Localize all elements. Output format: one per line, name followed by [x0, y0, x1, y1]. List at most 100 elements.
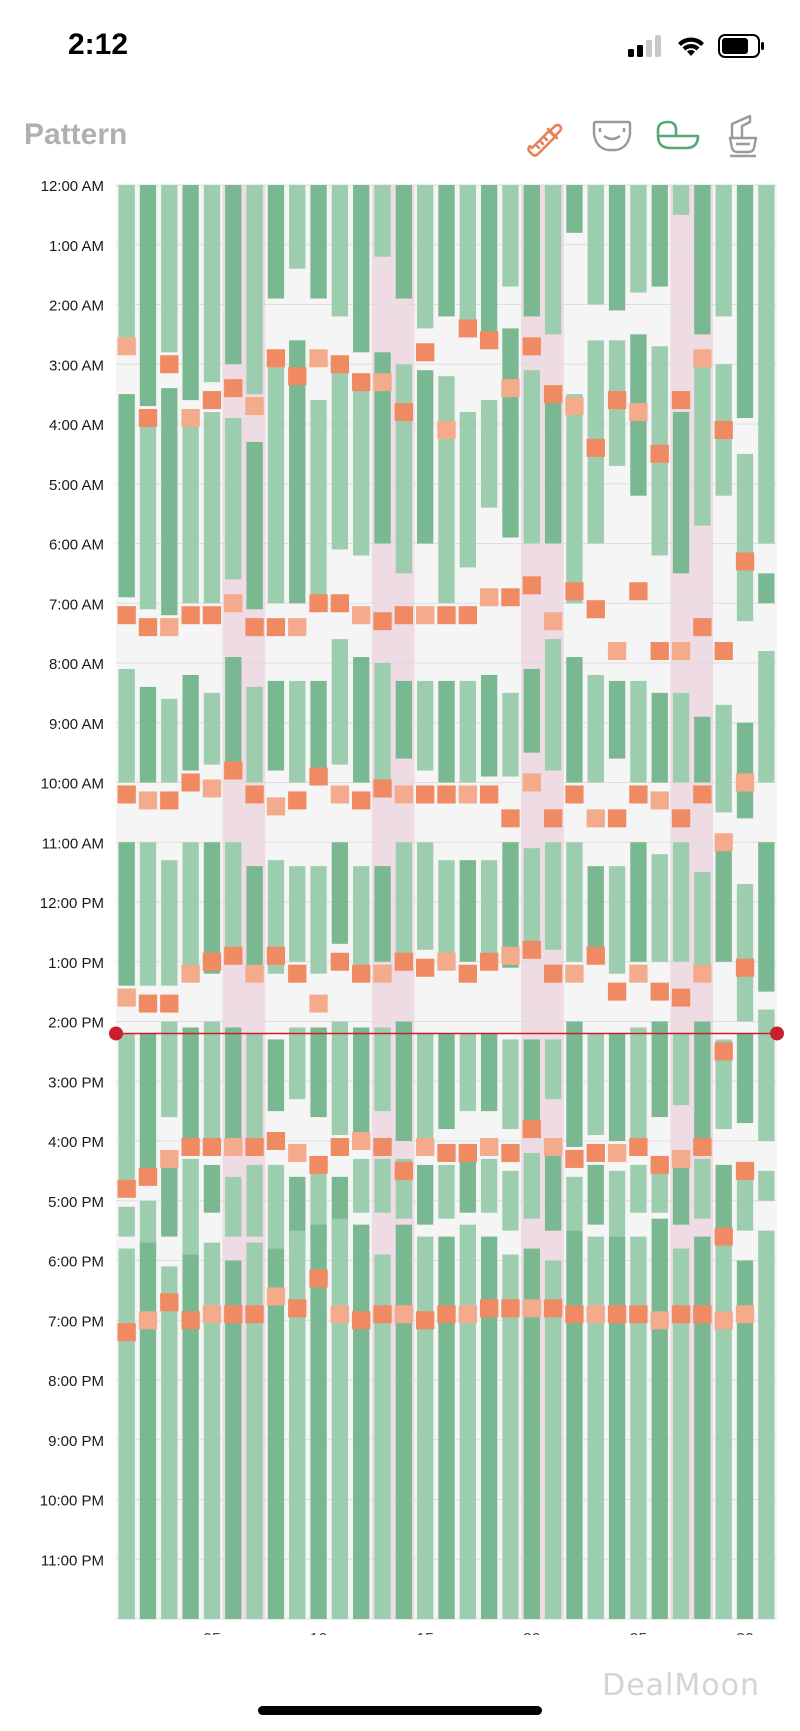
feed-mark — [330, 594, 350, 613]
sleep-bar — [694, 352, 711, 526]
sleep-bar — [246, 1033, 263, 1141]
feed-mark — [330, 952, 350, 971]
feed-mark — [416, 1137, 435, 1156]
sleep-bar — [353, 388, 370, 556]
feed-mark — [693, 1305, 712, 1324]
y-tick-label: 5:00 PM — [48, 1194, 104, 1211]
sleep-bar — [139, 424, 157, 610]
feed-mark — [693, 349, 712, 368]
feed-mark — [117, 606, 136, 625]
sleep-bar — [246, 185, 263, 395]
y-tick-label: 6:00 AM — [49, 537, 104, 554]
feed-mark — [266, 1132, 286, 1150]
feed-mark — [522, 576, 541, 595]
feed-mark — [288, 367, 307, 386]
feed-mark — [650, 1155, 669, 1174]
sleep-bar — [246, 866, 263, 974]
feed-mark — [160, 1293, 179, 1312]
feed-mark — [245, 618, 264, 637]
feed-mark — [288, 1299, 307, 1318]
sleep-bar — [310, 1027, 327, 1118]
feed-mark — [266, 946, 286, 965]
feed-mark — [501, 809, 520, 828]
sleep-bar — [694, 1236, 711, 1619]
feed-mark — [373, 612, 392, 631]
feed-mark — [309, 994, 328, 1013]
feed-mark — [501, 1143, 520, 1162]
sleep-bar — [289, 1230, 306, 1619]
feed-mark — [714, 420, 733, 439]
feed-mark — [117, 1179, 136, 1198]
feed-mark — [224, 1305, 243, 1324]
sleep-bar — [438, 1033, 455, 1130]
sleep-bar — [289, 1027, 306, 1100]
feed-mark — [479, 785, 499, 804]
sleep-bar — [608, 1236, 626, 1619]
sleep-bar — [417, 1033, 434, 1141]
sleep-bar — [118, 1248, 135, 1619]
sleep-bar — [608, 866, 626, 974]
sleep-bar — [225, 1176, 242, 1237]
feed-mark — [629, 1305, 648, 1324]
sleep-bar — [267, 1248, 285, 1619]
feed-mark — [629, 403, 648, 422]
pattern-chart: 12:00 AM 1:00 AM 2:00 AM 3:00 AM 4:00 AM 5:00… — [40, 178, 784, 1635]
sleep-bar — [523, 1039, 540, 1124]
feed-mark — [224, 594, 243, 613]
y-tick-label: 8:00 AM — [49, 656, 104, 673]
sleep-bar — [630, 1236, 647, 1619]
feed-mark — [117, 785, 136, 804]
sleep-bar — [118, 394, 135, 598]
sleep-bar — [310, 1164, 327, 1243]
sleep-bar — [715, 842, 732, 962]
feed-mark — [479, 952, 499, 971]
y-tick-label: 1:00 PM — [48, 955, 104, 972]
sleep-bar — [374, 866, 391, 962]
sleep-bar — [203, 185, 221, 383]
sleep-bar — [374, 1254, 391, 1619]
sleep-bar — [480, 1033, 498, 1112]
sleep-bar — [203, 1164, 221, 1213]
sleep-bar — [523, 668, 540, 753]
x-tick-label: 20 — [523, 1631, 541, 1635]
filter-diaper-button[interactable] — [588, 112, 636, 160]
feed-mark — [309, 1155, 328, 1174]
filter-feeding-button[interactable] — [522, 112, 570, 160]
sleep-bar — [331, 842, 349, 944]
feed-mark — [352, 791, 371, 810]
header: Pattern — [0, 100, 800, 180]
sleep-bar — [736, 1260, 754, 1619]
sleep-bar — [139, 686, 157, 783]
feed-mark — [138, 994, 158, 1013]
feed-mark — [735, 773, 755, 792]
sleep-bar — [672, 1248, 690, 1619]
y-tick-label: 4:00 AM — [49, 417, 104, 434]
sleep-bar — [480, 1236, 498, 1619]
feed-mark — [543, 964, 563, 983]
feed-mark — [650, 791, 669, 810]
feed-mark — [437, 606, 456, 625]
sleep-bar — [544, 1260, 562, 1619]
filter-pump-button[interactable] — [720, 112, 768, 160]
y-tick-label: 11:00 PM — [41, 1552, 104, 1569]
sleep-bar — [353, 1158, 370, 1213]
filter-sleep-button[interactable] — [654, 112, 702, 160]
sleep-bar — [758, 1170, 775, 1201]
sleep-bar — [374, 1027, 391, 1112]
sleep-bar — [523, 370, 540, 544]
feed-mark — [245, 1137, 264, 1156]
sleep-bar — [310, 1224, 327, 1619]
feed-mark — [202, 391, 222, 410]
battery-icon — [718, 34, 764, 58]
sleep-bar — [544, 639, 562, 771]
feed-mark — [160, 618, 179, 637]
feed-mark — [394, 785, 414, 804]
feed-mark — [543, 1137, 563, 1156]
feed-mark — [693, 785, 712, 804]
sleep-bar — [630, 842, 647, 962]
feed-mark — [416, 785, 435, 804]
feed-mark — [181, 606, 200, 625]
feed-mark — [352, 1311, 371, 1330]
sleep-bar — [694, 716, 711, 783]
feed-mark — [735, 958, 755, 977]
